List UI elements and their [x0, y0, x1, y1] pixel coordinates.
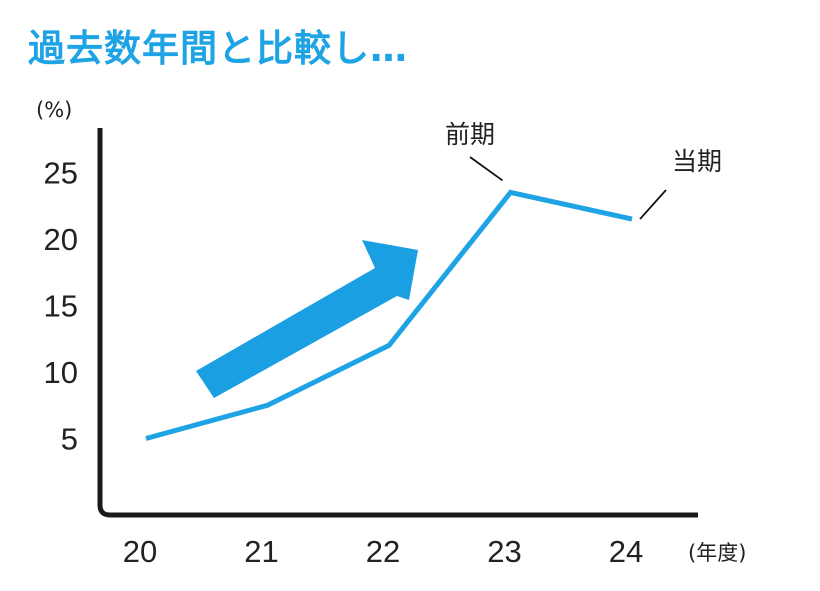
series-line	[145, 189, 633, 441]
annotation-label: 前期	[445, 120, 495, 149]
y-axis-unit: (%)	[36, 98, 72, 122]
axes	[97, 128, 698, 518]
x-tick-label: 23	[487, 534, 521, 569]
x-tick-label: 22	[366, 534, 400, 569]
y-tick-label: 15	[44, 289, 78, 324]
annotation-leader-line	[469, 156, 504, 182]
annotation-leader-line	[639, 189, 667, 220]
annotation-label: 当期	[672, 147, 722, 176]
y-tick-label: 5	[61, 422, 78, 457]
y-tick-label: 20	[44, 222, 78, 257]
x-tick-label: 20	[123, 534, 157, 569]
x-tick-label: 24	[609, 534, 643, 569]
y-tick-label: 10	[44, 355, 78, 390]
series-polyline	[145, 189, 633, 441]
x-tick-labels: 20 21 22 23 24	[123, 534, 643, 569]
x-axis-unit: (年度)	[688, 541, 746, 565]
axis-lines	[97, 128, 698, 518]
y-tick-label: 25	[44, 156, 78, 191]
trend-arrow-icon	[196, 240, 418, 398]
chart-title: 過去数年間と比較し…	[28, 27, 408, 70]
x-tick-label: 21	[244, 534, 278, 569]
y-tick-labels: 5 10 15 20 25	[44, 156, 78, 457]
arrow-shape	[196, 240, 418, 398]
